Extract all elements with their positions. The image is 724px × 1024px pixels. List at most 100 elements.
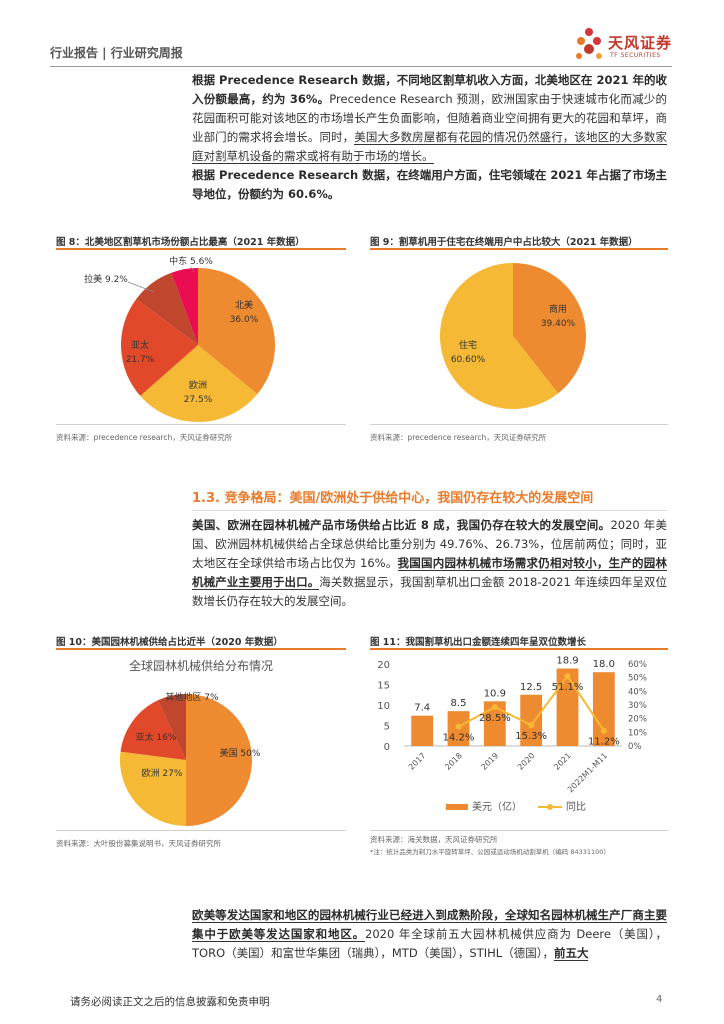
pie-leader-line <box>127 281 155 293</box>
y2-axis-tick: 50% <box>628 674 647 684</box>
paragraph-underlined: 美国大多数房屋都有花园的情况仍然盛行，该地区的大多数家庭对割草机设备的需求或将有… <box>192 130 668 164</box>
pie-label-category: 北美 <box>235 299 253 311</box>
figure-11-top-rule <box>370 648 668 650</box>
pie-label: 亚太 16% <box>136 731 177 743</box>
bar-value-label: 7.4 <box>414 703 430 714</box>
bar-2022M1-M11 <box>592 672 615 746</box>
paragraph-body: 2020 年美国、欧洲园林机械供给占全球总供给比重分别为 49.76%、26.7… <box>192 518 667 570</box>
pie-label: 其他地区 7% <box>165 691 219 703</box>
y-axis-tick: 20 <box>377 660 390 671</box>
bar-value-label: 8.5 <box>451 698 467 709</box>
bar-value-label: 18.0 <box>593 659 615 670</box>
figure-10-source: 资料来源：大叶股份募集说明书，天风证券研究所 <box>56 839 221 848</box>
y2-axis-tick: 30% <box>628 701 647 711</box>
figure-9-bottom-rule <box>370 424 668 425</box>
yoy-point <box>600 727 607 734</box>
figure-11-bottom-rule <box>370 830 668 831</box>
pie-slice-其他地区 <box>157 694 186 760</box>
pie-slice-中东 <box>171 268 198 345</box>
pie-label-value: 27.5% <box>184 395 213 405</box>
pie-label-value: 60.60% <box>451 355 486 365</box>
legend-line-label: 同比 <box>566 801 586 813</box>
yoy-value-label: 11.2% <box>588 737 620 748</box>
pie-label: 拉美 9.2% <box>84 273 128 285</box>
pie-slice-欧洲 <box>140 345 258 422</box>
yoy-point <box>564 673 571 680</box>
figure-9-source: 资料来源：precedence research，天风证券研究所 <box>370 433 547 442</box>
y-axis-tick: 10 <box>377 701 390 712</box>
yoy-value-label: 14.2% <box>443 733 475 744</box>
paragraph-region-revenue: 根据 Precedence Research 数据，不同地区割草机收入方面，北美… <box>192 71 668 166</box>
pie-slice-商用 <box>513 263 586 394</box>
pie-label-value: 36.0% <box>230 315 259 325</box>
paragraph-lead: 根据 Precedence Research 数据，不同地区割草机收入方面，北美… <box>192 73 667 106</box>
pie-label: 中东 5.6% <box>169 255 213 267</box>
y2-axis-tick: 10% <box>628 728 647 738</box>
y2-axis-tick: 0% <box>628 742 642 752</box>
page-number: 4 <box>656 994 663 1005</box>
paragraph-body-tail: 海关数据显示，我国割草机出口金额 2018-2021 年连续四年呈双位数增长仍存… <box>192 575 667 608</box>
figure-11-combo-chart: 0 5 10 15 20 0% 10% 20% 30% 40% 50% 60% 7.4 2017 8.5 20… <box>377 656 647 813</box>
yoy-value-label: 51.1% <box>552 682 584 693</box>
figure-8-pie-chart: 北美 36.0% 欧洲 27.5% 亚太 21.7% 拉美 9.2% 中东 5.6% <box>84 255 276 422</box>
pie-slice-北美 <box>198 268 276 395</box>
figure-11-title: 图 11：我国割草机出口金额连续四年呈双位数增长 <box>370 637 587 648</box>
pie-label-category: 商用 <box>549 303 567 315</box>
section-divider <box>192 510 667 511</box>
figure-10-title: 图 10：美国园林机械供给占比近半（2020 年数据） <box>56 637 283 648</box>
figure-9-pie-chart: 商用 39.40% 住宅 60.60% <box>440 263 586 409</box>
logo-text: 天风证券 <box>608 34 673 52</box>
y-axis-tick: 15 <box>377 681 390 692</box>
pie-slice-美国 <box>186 694 252 826</box>
figure-8-source: 资料来源：precedence research，天风证券研究所 <box>56 433 233 442</box>
y-axis-tick: 0 <box>384 742 390 753</box>
paragraph-lead: 美国、欧洲在园林机械产品市场供给占比近 8 成，我国仍存在较大的发展空间。 <box>192 518 611 532</box>
tf-securities-logo-icon <box>576 28 602 59</box>
pie-slice-亚太 <box>121 298 198 396</box>
x-axis-tick: 2017 <box>407 751 428 772</box>
figure-10-bottom-rule <box>56 830 346 831</box>
yoy-value-label: 28.5% <box>479 713 511 724</box>
figure-9-top-rule <box>370 248 668 250</box>
bar-2019 <box>483 701 506 746</box>
legend-line-marker <box>547 804 553 810</box>
paragraph-emphasis: 我国国内园林机械市场需求仍相对较小，生产的园林机械产业主要用于出口。 <box>192 556 667 590</box>
yoy-point <box>455 723 462 730</box>
section-heading: 1.3. 竞争格局：美国/欧洲处于供给中心，我国仍存在较大的发展空间 <box>192 491 594 506</box>
header-divider <box>50 66 672 67</box>
pie-label-category: 住宅 <box>459 339 477 351</box>
y2-axis-tick: 20% <box>628 715 647 725</box>
paragraph-body: Precedence Research 预测，欧洲国家由于快速城市化而减少的花园… <box>192 92 667 144</box>
footer-disclaimer: 请务必阅读正文之后的信息披露和免责申明 <box>70 996 270 1008</box>
x-axis-tick: 2018 <box>443 751 464 772</box>
pie-slice-欧洲 <box>120 751 186 826</box>
figure-8-top-rule <box>56 248 346 250</box>
paragraph-competition: 欧美等发达国家和地区的园林机械行业已经进入到成熟阶段，全球知名园林机械生产厂商主… <box>192 906 667 963</box>
bar-2020 <box>520 694 543 746</box>
y-axis-tick: 5 <box>384 722 390 733</box>
paragraph-lead: 根据 Precedence Research 数据，在终端用户方面，住宅领域在 … <box>192 168 667 201</box>
figure-8-title: 图 8：北美地区割草机市场份额占比最高（2021 年数据） <box>56 237 305 248</box>
paragraph-supply: 美国、欧洲在园林机械产品市场供给占比近 8 成，我国仍存在较大的发展空间。202… <box>192 516 667 611</box>
yoy-point <box>528 722 535 729</box>
legend-bar-swatch <box>446 804 468 810</box>
yoy-value-label: 15.3% <box>515 731 547 742</box>
x-axis-tick: 2021 <box>552 751 573 772</box>
figure-8-bottom-rule <box>56 424 346 425</box>
pie-label-value: 39.40% <box>541 319 576 329</box>
figure-10-pie-chart: 全球园林机械供给分布情况 美国 50% 欧洲 27% 亚太 16% 其他地区 7% <box>120 658 273 826</box>
bar-value-label: 10.9 <box>484 688 506 699</box>
y2-axis-tick: 60% <box>628 660 647 670</box>
bar-2021 <box>556 668 579 746</box>
figure-9-title: 图 9：割草机用于住宅在终端用户中占比较大（2021 年数据） <box>370 237 638 248</box>
pie-label-category: 欧洲 <box>189 379 207 391</box>
bar-value-label: 18.9 <box>556 656 578 667</box>
figure-11-source: 资料来源：海关数据，天风证券研究所 <box>370 835 498 844</box>
bar-2017 <box>411 715 434 746</box>
paragraph-tail: 前五大 <box>553 946 589 961</box>
report-header-title: 行业报告 | 行业研究周报 <box>50 46 183 60</box>
pie-slice-住宅 <box>440 263 559 409</box>
figure-10-inner-title: 全球园林机械供给分布情况 <box>129 658 273 673</box>
paragraph-end-user: 根据 Precedence Research 数据，在终端用户方面，住宅领域在 … <box>192 166 667 204</box>
pie-label: 美国 50% <box>220 747 261 759</box>
